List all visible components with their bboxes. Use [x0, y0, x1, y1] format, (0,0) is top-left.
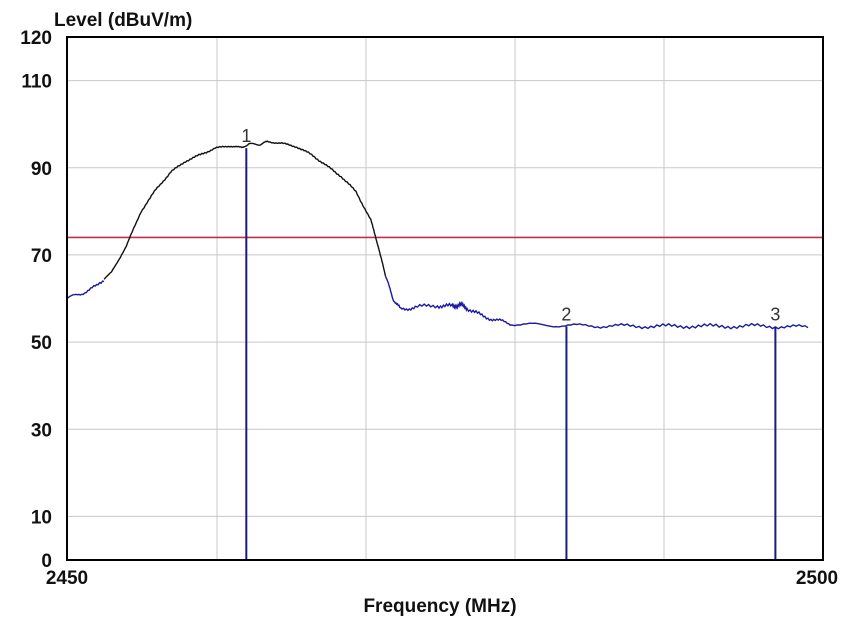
trace-group: [66, 140, 809, 330]
y-tick-label: 70: [31, 246, 52, 267]
plot-background: [67, 37, 823, 560]
marker-group: 1 2 3: [241, 126, 780, 560]
y-tick-label: 10: [31, 507, 52, 528]
y-tick-label: 110: [21, 72, 52, 93]
y-tick-label: 90: [31, 159, 52, 180]
x-tick-label: 2500: [796, 568, 838, 589]
x-axis-title: Frequency (MHz): [363, 596, 516, 617]
trace-line: [103, 140, 387, 280]
y-axis-title: Level (dBuV/m): [54, 10, 192, 31]
trace-line: [384, 276, 809, 330]
marker-label: 3: [770, 304, 780, 324]
y-tick-label: 30: [31, 420, 52, 441]
x-tick-label: 2450: [46, 568, 88, 589]
marker-label: 2: [561, 304, 571, 324]
plot-frame: [66, 36, 824, 561]
y-tick-label: 120: [20, 28, 52, 49]
x-tick-labels: 2450 2500: [46, 568, 838, 589]
y-tick-labels: 0 10 30 50 70 90 110 120: [20, 28, 52, 572]
grid: [67, 37, 823, 560]
y-tick-label: 0: [41, 551, 52, 572]
marker-label: 1: [241, 126, 251, 146]
trace-line: [66, 280, 105, 300]
y-tick-label: 50: [31, 333, 52, 354]
